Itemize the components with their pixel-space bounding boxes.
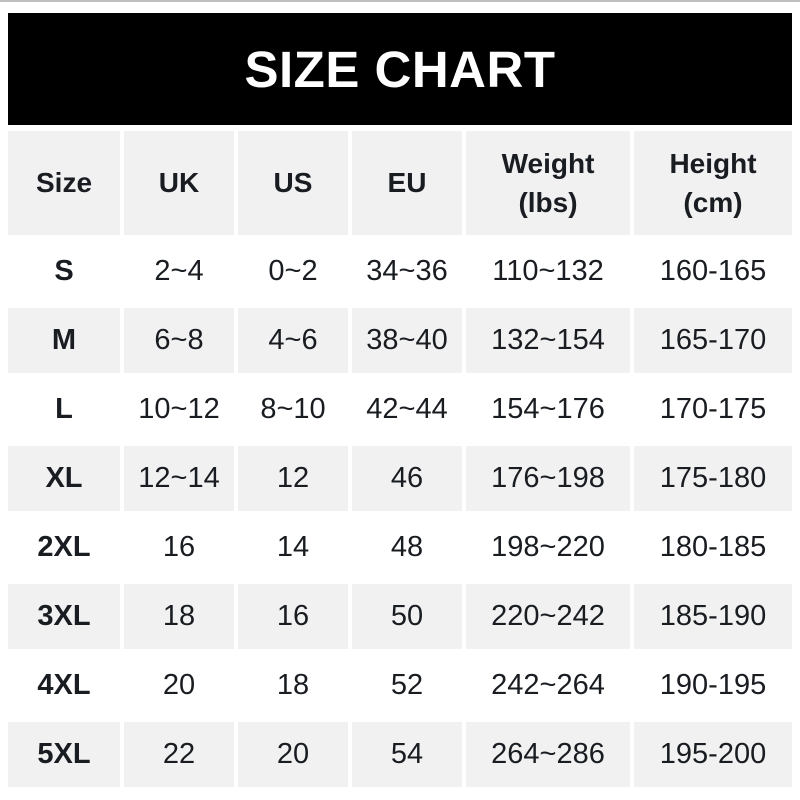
size-label-s: S bbox=[54, 255, 74, 287]
column-header-uk: UK bbox=[124, 131, 234, 235]
size-chart-title: SIZE CHART bbox=[244, 40, 556, 98]
table-cell: 10~12 bbox=[138, 393, 220, 425]
table-cell: 22 bbox=[124, 722, 234, 787]
table-cell: 4~6 bbox=[238, 308, 348, 373]
table-cell: 20 bbox=[238, 722, 348, 787]
size-chart-banner: SIZE CHART bbox=[8, 13, 792, 125]
table-cell: 110~132 bbox=[492, 255, 604, 287]
size-label-2xl: 2XL bbox=[37, 531, 91, 563]
table-cell: 48 bbox=[390, 531, 424, 563]
table-cell: 175-180 bbox=[634, 446, 792, 511]
table-cell: 170-175 bbox=[659, 393, 767, 425]
table-cell: 50 bbox=[352, 584, 462, 649]
table-cell: 264~286 bbox=[466, 722, 630, 787]
table-cell: 190-195 bbox=[659, 669, 767, 701]
size-label-m: M bbox=[8, 308, 120, 373]
column-header-size: Size bbox=[8, 131, 120, 235]
table-cell: 6~8 bbox=[124, 308, 234, 373]
table-cell: 20 bbox=[162, 669, 196, 701]
table-cell: 165-170 bbox=[634, 308, 792, 373]
image-top-edge bbox=[0, 0, 800, 2]
table-cell: 16 bbox=[162, 531, 196, 563]
column-header-height: Height (cm) bbox=[634, 131, 792, 235]
table-cell: 38~40 bbox=[352, 308, 462, 373]
table-cell: 12~14 bbox=[124, 446, 234, 511]
table-cell: 42~44 bbox=[366, 393, 448, 425]
size-label-l: L bbox=[55, 393, 73, 425]
table-cell: 34~36 bbox=[366, 255, 448, 287]
table-cell: 14 bbox=[276, 531, 310, 563]
table-cell: 18 bbox=[124, 584, 234, 649]
table-cell: 180-185 bbox=[659, 531, 767, 563]
table-cell: 132~154 bbox=[466, 308, 630, 373]
size-chart-table: Size UK US EU Weight (lbs) Height (cm) S… bbox=[8, 131, 792, 787]
size-label-xl: XL bbox=[8, 446, 120, 511]
table-cell: 18 bbox=[276, 669, 310, 701]
table-cell: 16 bbox=[238, 584, 348, 649]
table-cell: 198~220 bbox=[491, 531, 605, 563]
column-header-weight: Weight (lbs) bbox=[466, 131, 630, 235]
table-cell: 52 bbox=[390, 669, 424, 701]
size-label-4xl: 4XL bbox=[37, 669, 91, 701]
size-label-3xl: 3XL bbox=[8, 584, 120, 649]
table-cell: 54 bbox=[352, 722, 462, 787]
table-cell: 195-200 bbox=[634, 722, 792, 787]
column-header-us: US bbox=[238, 131, 348, 235]
table-cell: 12 bbox=[238, 446, 348, 511]
table-cell: 176~198 bbox=[466, 446, 630, 511]
size-label-5xl: 5XL bbox=[8, 722, 120, 787]
table-cell: 220~242 bbox=[466, 584, 630, 649]
table-cell: 2~4 bbox=[154, 255, 204, 287]
column-header-eu: EU bbox=[352, 131, 462, 235]
table-cell: 242~264 bbox=[491, 669, 605, 701]
table-cell: 154~176 bbox=[491, 393, 605, 425]
table-cell: 8~10 bbox=[260, 393, 326, 425]
table-cell: 160-165 bbox=[659, 255, 767, 287]
table-cell: 185-190 bbox=[634, 584, 792, 649]
table-cell: 0~2 bbox=[268, 255, 318, 287]
table-cell: 46 bbox=[352, 446, 462, 511]
